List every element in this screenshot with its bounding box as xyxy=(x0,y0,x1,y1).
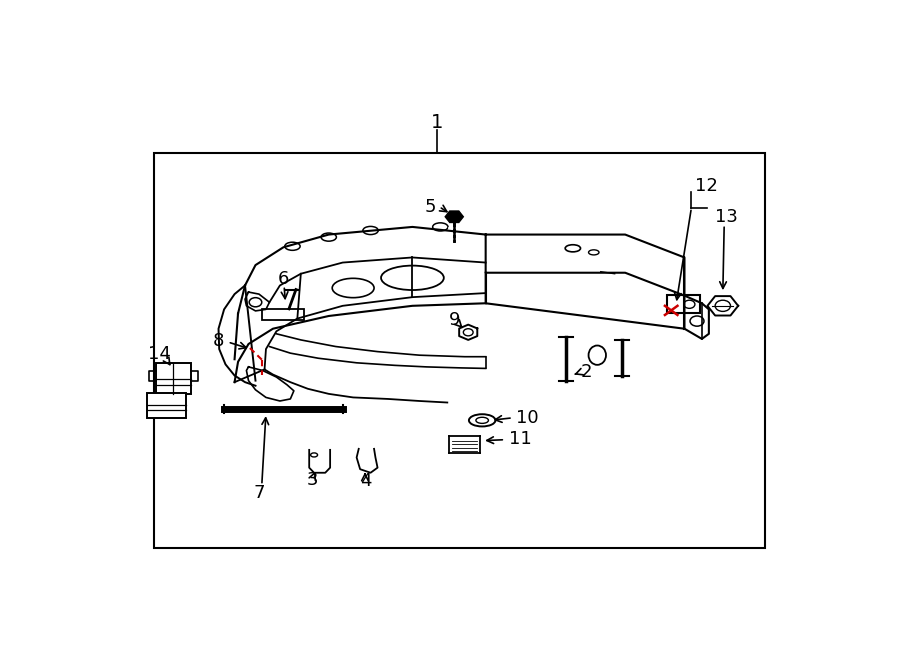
Bar xyxy=(155,153,765,547)
Text: 5: 5 xyxy=(424,198,436,215)
Text: 13: 13 xyxy=(715,208,738,226)
Text: 9: 9 xyxy=(448,311,460,329)
Text: 6: 6 xyxy=(278,270,289,288)
Text: 4: 4 xyxy=(360,473,372,490)
Bar xyxy=(148,393,186,418)
Polygon shape xyxy=(446,211,464,223)
Text: 11: 11 xyxy=(508,430,531,448)
Text: 2: 2 xyxy=(581,363,592,381)
Text: 14: 14 xyxy=(148,345,171,363)
Text: 1: 1 xyxy=(431,113,443,132)
Text: 3: 3 xyxy=(307,471,319,489)
Bar xyxy=(156,364,191,394)
Text: 10: 10 xyxy=(516,408,538,427)
Bar xyxy=(667,295,700,313)
Bar xyxy=(263,309,304,320)
Text: 7: 7 xyxy=(253,484,265,502)
Text: 8: 8 xyxy=(212,332,224,350)
Text: 12: 12 xyxy=(696,177,718,195)
